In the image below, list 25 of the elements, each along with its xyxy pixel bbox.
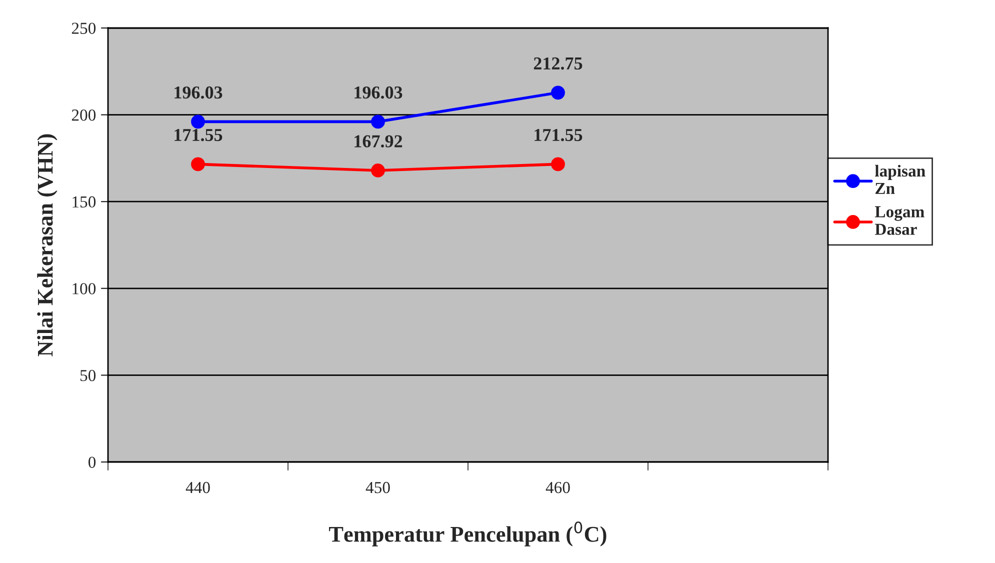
data-label: 196.03 [174, 86, 222, 99]
y-axis-title: Nilai Kekerasan (VHN) [37, 134, 58, 356]
point [551, 86, 565, 100]
x-tick-label: 440 [186, 482, 210, 494]
point [551, 157, 565, 172]
x-axis-title: Temperatur Pencelupan ($^{0}$C) [329, 522, 606, 546]
x-tick-label: 460 [546, 482, 570, 494]
legend-label: Logam Dasar [874, 206, 924, 235]
data-label: 212.75 [534, 57, 582, 70]
y-tick-label: 250 [72, 22, 96, 34]
y-tick-label: 50 [80, 370, 96, 382]
data-label: 167.92 [354, 135, 402, 148]
y-tick-label: 0 [88, 456, 96, 468]
y-tick-label: 100 [72, 283, 96, 294]
data-label: 171.55 [174, 128, 222, 142]
legend-label: lapisan Zn [874, 164, 926, 194]
point [191, 157, 205, 172]
data-label: 196.03 [354, 86, 402, 99]
point [371, 164, 385, 178]
y-tick-label: 200 [72, 110, 96, 121]
x-tick-label: 450 [366, 482, 390, 494]
y-tick-label: 150 [72, 196, 96, 208]
point [191, 114, 205, 129]
point [371, 114, 385, 129]
data-label: 171.55 [534, 128, 582, 142]
